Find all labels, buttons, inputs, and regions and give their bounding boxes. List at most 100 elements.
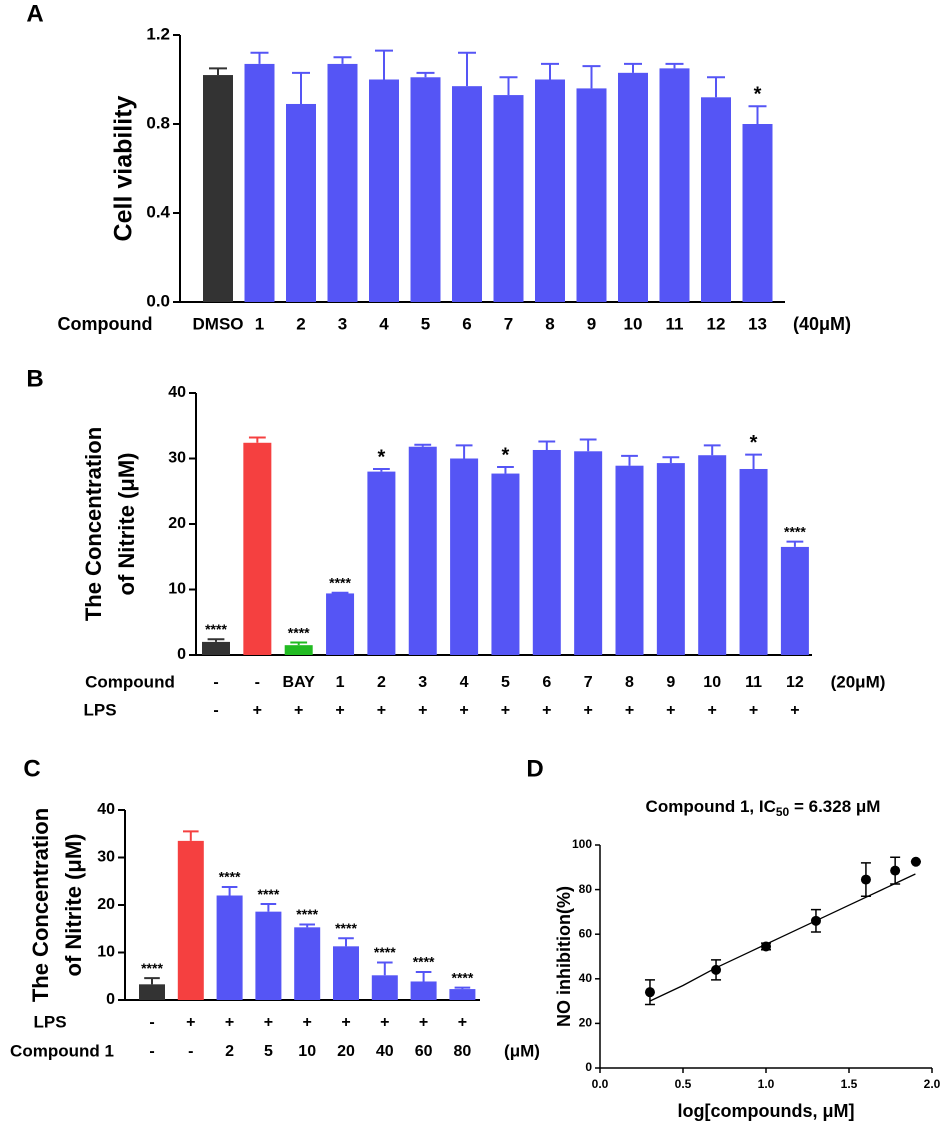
error-bar xyxy=(414,443,432,447)
data-point xyxy=(890,865,901,876)
error-bar xyxy=(290,641,308,646)
error-bar xyxy=(250,51,269,64)
x-tick-label: + xyxy=(303,1014,312,1031)
data-point xyxy=(910,856,921,867)
x-tick-label: 1.0 xyxy=(758,1077,775,1091)
bar xyxy=(493,95,524,302)
y-tick-label: 20 xyxy=(97,896,115,913)
bar xyxy=(294,927,321,1000)
x-tick-label: - xyxy=(213,702,218,719)
x-tick-label: + xyxy=(253,702,262,719)
title-part: = 6.328 μM xyxy=(789,797,880,816)
y-axis-label: The Concentration xyxy=(28,808,53,1002)
x-tick-label: 6 xyxy=(462,314,471,333)
significance-label: * xyxy=(754,83,762,105)
x-tick-label: + xyxy=(666,702,675,719)
significance-label: **** xyxy=(374,944,396,960)
bar xyxy=(371,975,398,1000)
error-bar xyxy=(707,76,725,98)
x-tick-label: 9 xyxy=(666,674,675,691)
data-point xyxy=(711,964,722,975)
x-tick-label: 5 xyxy=(421,314,430,333)
error-bar xyxy=(538,440,556,450)
y-tick-label: 0.8 xyxy=(146,113,170,132)
significance-label: **** xyxy=(329,574,351,590)
bar xyxy=(202,641,230,655)
x-tick-label: 2 xyxy=(377,674,386,691)
bar xyxy=(659,68,690,302)
error-bar xyxy=(416,71,435,78)
bar xyxy=(243,442,272,655)
y-tick-label: 20 xyxy=(168,515,186,532)
y-tick-label: 80 xyxy=(579,882,593,896)
error-bar xyxy=(260,903,277,912)
x-tick-label: + xyxy=(583,702,592,719)
x-tick-label: + xyxy=(264,1014,273,1031)
significance-label: **** xyxy=(413,954,435,970)
panel-letter: C xyxy=(23,755,40,782)
x-tick-label: 9 xyxy=(587,314,596,333)
unit-label: (40μM) xyxy=(793,314,851,334)
significance-label: **** xyxy=(258,886,280,902)
y-axis-label: NO inhibition(%) xyxy=(554,886,574,1027)
x-tick-label: + xyxy=(708,702,717,719)
bar xyxy=(410,77,441,303)
error-bar xyxy=(458,51,476,87)
significance-label: **** xyxy=(335,920,357,936)
bar xyxy=(576,88,607,303)
bar xyxy=(333,946,359,1000)
x-tick-label: 12 xyxy=(786,674,804,691)
significance-label: * xyxy=(378,446,386,468)
y-axis-label: of Nitrite (μM) xyxy=(61,834,86,977)
bar xyxy=(449,989,476,1000)
data-point xyxy=(761,941,771,952)
bar xyxy=(203,75,233,302)
bar xyxy=(739,468,768,655)
error-bar xyxy=(299,923,315,928)
bar xyxy=(780,546,809,655)
unit-label: (μM) xyxy=(504,1041,540,1060)
bar xyxy=(574,451,603,655)
panel-letter: D xyxy=(526,755,543,782)
x-tick-label: BAY xyxy=(283,674,316,691)
error-bar xyxy=(621,454,638,466)
error-bar xyxy=(786,540,804,547)
error-bar xyxy=(144,977,160,985)
error-bar xyxy=(207,638,225,642)
x-tick-label: 7 xyxy=(584,674,593,691)
y-tick-label: 1.2 xyxy=(146,24,170,43)
y-tick-label: 0.4 xyxy=(146,202,170,221)
x-tick-label: - xyxy=(149,1043,154,1060)
x-tick-label: + xyxy=(459,702,468,719)
x-tick-label: + xyxy=(335,702,344,719)
error-bar xyxy=(579,438,597,452)
x-tick-label: + xyxy=(501,702,510,719)
x-tick-label: - xyxy=(149,1014,154,1031)
y-tick-label: 20 xyxy=(579,1016,593,1030)
x-tick-label: + xyxy=(418,702,427,719)
bar xyxy=(408,446,437,655)
bar xyxy=(742,124,773,302)
error-bar xyxy=(497,466,514,474)
bar xyxy=(367,471,396,655)
x-tick-label: 0.0 xyxy=(592,1077,609,1091)
x-tick-label: + xyxy=(341,1014,350,1031)
significance-label: **** xyxy=(219,869,241,885)
x-tick-label: + xyxy=(625,702,634,719)
y-tick-label: 40 xyxy=(168,384,186,401)
bar xyxy=(326,593,355,655)
panel-letter: B xyxy=(26,365,43,392)
bar xyxy=(535,79,565,302)
bar xyxy=(615,465,644,655)
x-tick-label: + xyxy=(790,702,799,719)
x-tick-label: 11 xyxy=(666,314,684,333)
x-tick-label: + xyxy=(294,702,303,719)
y-axis-label: Cell viability xyxy=(110,95,138,241)
x-tick-label: 5 xyxy=(264,1043,273,1060)
error-bar xyxy=(662,456,680,464)
bar xyxy=(216,895,243,1000)
error-bar xyxy=(248,436,266,443)
title-part: 50 xyxy=(776,805,790,819)
y-tick-label: 100 xyxy=(572,837,592,851)
error-bar xyxy=(377,961,393,976)
